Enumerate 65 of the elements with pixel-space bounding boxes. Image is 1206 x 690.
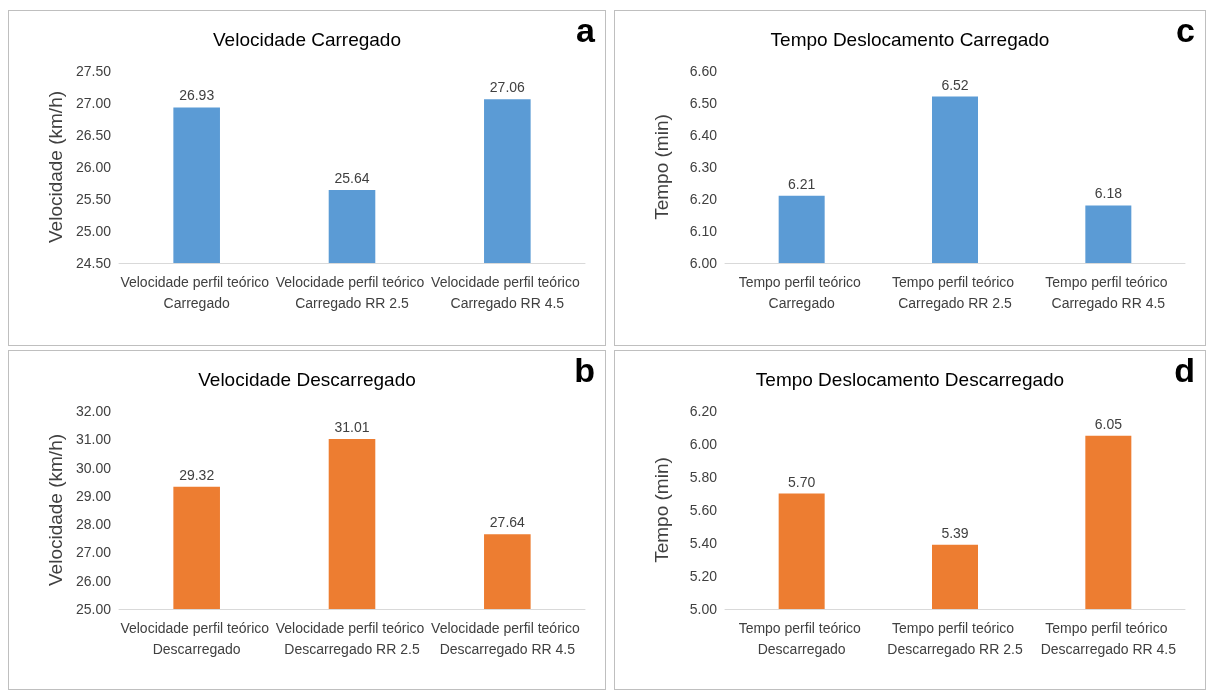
chart-title: Tempo Deslocamento Carregado: [770, 29, 1050, 50]
y-tick-label: 6.30: [689, 159, 718, 175]
x-tick-label: Velocidade perfil teórico Descarregado RR 4.5: [431, 619, 584, 657]
data-label: 5.39: [941, 524, 969, 541]
data-label: 6.52: [941, 76, 969, 93]
y-tick-label: 6.20: [689, 403, 718, 419]
y-tick-label: 27.00: [75, 544, 112, 561]
chart-title: Velocidade Carregado: [212, 29, 402, 50]
data-label: 5.70: [788, 473, 816, 490]
y-axis-title: Tempo (min): [651, 457, 672, 563]
data-label: 26.93: [179, 87, 215, 104]
x-tick-label: Tempo perfil teórico Carregado RR 2.5: [891, 273, 1019, 311]
y-tick-label: 5.40: [689, 535, 718, 551]
y-tick-label: 6.00: [689, 436, 718, 452]
y-tick-label: 27.50: [75, 63, 112, 79]
y-tick-label: 6.20: [689, 191, 718, 207]
x-tick-label: Tempo perfil teórico Carregado RR 4.5: [1045, 273, 1172, 311]
y-tick-label: 6.60: [689, 63, 718, 79]
y-tick-label: 26.00: [75, 572, 112, 589]
chart-title: Velocidade Descarregado: [198, 369, 416, 390]
y-tick-label: 5.80: [689, 469, 718, 485]
text: d: [1174, 351, 1196, 389]
x-tick-label: Tempo perfil teórico Descarregado: [738, 619, 865, 657]
y-tick-label: 24.50: [75, 255, 112, 271]
x-tick-label: Velocidade perfil teórico Carregado RR 2.5: [275, 273, 429, 311]
y-tick-label: 5.20: [689, 568, 718, 584]
y-tick-label: 25.50: [75, 191, 112, 207]
y-tick-label: 31.00: [75, 431, 112, 448]
x-tick-label: Tempo perfil teórico Descarregado RR 2.5: [887, 619, 1023, 657]
y-tick-label: 6.00: [689, 255, 718, 271]
y-axis-title: Velocidade (km/h): [45, 90, 66, 244]
data-label: 27.06: [489, 79, 526, 96]
y-tick-label: 6.50: [689, 95, 718, 111]
y-axis-title: Velocidade (km/h): [45, 433, 66, 587]
y-axis-title: Tempo (min): [651, 114, 672, 220]
y-tick-label: 30.00: [75, 459, 112, 476]
data-label: 31.01: [334, 419, 370, 435]
y-tick-label: 6.40: [689, 127, 718, 143]
y-tick-label: 28.00: [75, 516, 112, 533]
y-tick-label: 27.00: [75, 95, 112, 111]
text: b: [574, 351, 596, 389]
y-tick-label: 25.00: [75, 601, 112, 617]
data-label: 27.64: [489, 514, 526, 531]
data-label: 6.05: [1094, 415, 1123, 432]
y-tick-label: 5.00: [689, 601, 718, 617]
y-tick-label: 26.00: [75, 159, 112, 175]
text: a: [576, 11, 597, 49]
y-tick-label: 32.00: [75, 403, 112, 419]
data-label: 29.32: [179, 466, 215, 483]
y-tick-label: 25.00: [75, 223, 112, 239]
x-tick-label: Tempo perfil teórico Descarregado RR 4.5: [1040, 619, 1177, 657]
data-label: 25.64: [334, 170, 370, 187]
y-tick-label: 5.60: [689, 502, 718, 518]
y-tick-label: 26.50: [75, 127, 112, 143]
x-tick-label: Velocidade perfil teórico Carregado RR 4.5: [431, 273, 584, 311]
data-label: 6.21: [788, 175, 816, 192]
y-tick-label: 6.10: [689, 223, 718, 239]
x-tick-label: Velocidade perfil teórico Descarregado: [120, 619, 273, 657]
x-tick-label: Tempo perfil teórico Carregado: [738, 273, 865, 311]
data-label: 6.18: [1094, 185, 1123, 202]
text: c: [1176, 11, 1196, 49]
x-tick-label: Velocidade perfil teórico Descarregado RR 2.5: [275, 619, 429, 657]
y-tick-label: 29.00: [75, 487, 112, 504]
chart-title: Tempo Deslocamento Descarregado: [755, 369, 1065, 390]
x-tick-label: Velocidade perfil teórico Carregado: [120, 273, 273, 311]
